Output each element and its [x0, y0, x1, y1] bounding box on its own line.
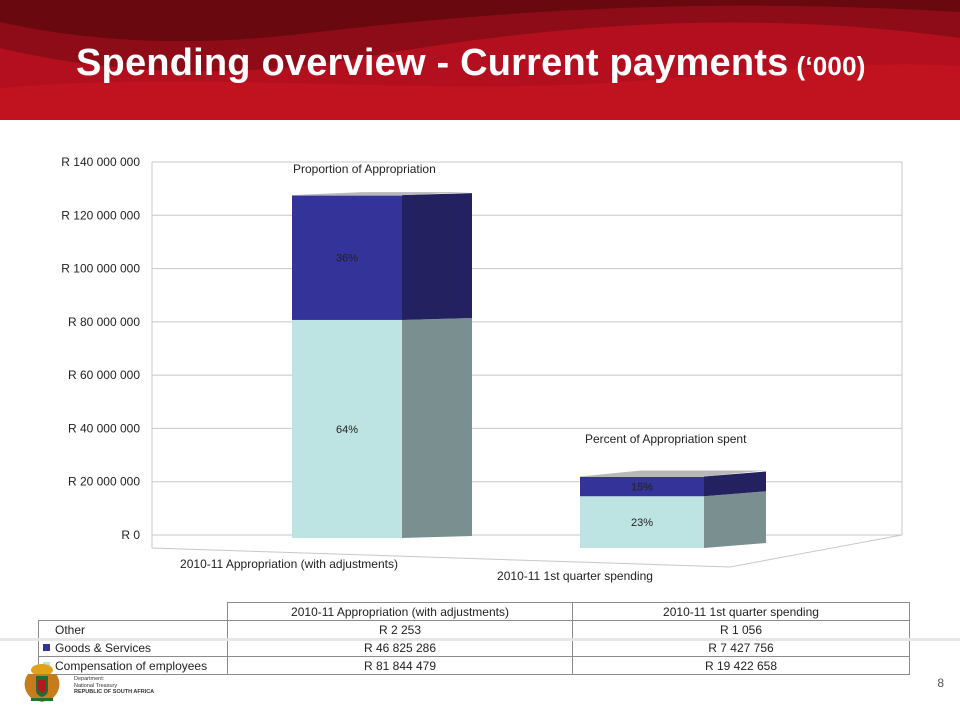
bar-segment: [580, 496, 704, 548]
department-country: REPUBLIC OF SOUTH AFRICA: [74, 689, 155, 695]
bar-top-face: [292, 192, 472, 196]
table-cell: R 7 427 756: [572, 638, 910, 657]
bar-segment: [292, 195, 402, 196]
bar-segment-side: [704, 471, 766, 497]
legend-swatch: [43, 643, 50, 651]
y-tick-label: R 0: [121, 528, 140, 542]
bar-top-face: [580, 470, 766, 477]
table-row: Other R 2 253 R 1 056: [38, 620, 910, 639]
page-number: 8: [937, 676, 944, 690]
legend-entry-compensation: Compensation of employees: [38, 656, 228, 675]
bar-segment: [580, 476, 704, 497]
footer-divider: [0, 638, 960, 641]
y-tick-label: R 100 000 000: [61, 262, 140, 276]
table-header-row: 2010-11 Appropriation (with adjustments)…: [39, 602, 910, 621]
bar-segment-side: [402, 193, 472, 320]
legend-swatch: [43, 626, 50, 633]
coat-of-arms-logo: [24, 664, 60, 702]
data-label: 36%: [336, 253, 358, 265]
chart-annotation: Percent of Appropriation spent: [585, 432, 747, 446]
header-background: [0, 0, 960, 120]
y-tick-label: R 40 000 000: [68, 421, 140, 435]
department-line: Department:: [74, 676, 105, 682]
page-title-unit: (‘000): [796, 51, 866, 81]
stacked-bar-chart: R 0 R 20 000 000 R 40 000 000 R 60 000 000 R…: [61, 155, 903, 583]
bar-segment-side: [704, 471, 766, 477]
legend-entry-goods-services: Goods & Services: [38, 638, 228, 657]
table-cell: R 46 825 286: [227, 638, 573, 657]
table-row: Goods & Services R 46 825 286 R 7 427 75…: [38, 638, 910, 657]
table-row: Compensation of employees R 81 844 479 R…: [38, 656, 910, 675]
table-header-cell: 2010-11 Appropriation (with adjustments): [227, 602, 573, 621]
data-label: 23%: [631, 517, 653, 529]
page-title: Spending overview - Current payments (‘00…: [76, 42, 866, 85]
data-table-container: 2010-11 Appropriation (with adjustments)…: [38, 602, 910, 675]
table-corner: [39, 603, 228, 621]
bar-segment-side: [402, 193, 472, 196]
y-tick-label: R 60 000 000: [68, 368, 140, 382]
data-label: 64%: [336, 424, 358, 436]
bar-segment: [292, 319, 402, 538]
chart-annotation: Proportion of Appropriation: [293, 162, 436, 176]
legend-label: Compensation of employees: [55, 658, 208, 673]
bar-segment-side: [402, 317, 472, 538]
table-cell: R 1 056: [572, 620, 910, 639]
data-label: 15%: [631, 481, 653, 493]
table-cell: R 81 844 479: [227, 656, 573, 675]
legend-label: Goods & Services: [55, 640, 152, 655]
slide-header: Spending overview - Current payments (‘00…: [0, 0, 960, 120]
y-tick-label: R 120 000 000: [61, 208, 140, 222]
bar-segment-side: [704, 491, 766, 548]
bar-segment: [292, 195, 402, 320]
table-cell: R 19 422 658: [572, 656, 910, 675]
department-name: National Treasury: [74, 682, 118, 689]
legend-entry-other: Other: [38, 620, 228, 639]
x-tick-label: 2010-11 1st quarter spending: [497, 569, 653, 583]
data-table: 2010-11 Appropriation (with adjustments)…: [38, 602, 910, 675]
y-tick-label: R 140 000 000: [61, 155, 140, 169]
x-tick-label: 2010-11 Appropriation (with adjustments): [180, 557, 398, 571]
bar-segment: [580, 476, 704, 477]
y-tick-label: R 80 000 000: [68, 315, 140, 329]
department-label: Department: National Treasury REPUBLIC O…: [74, 676, 154, 696]
page-title-text: Spending overview - Current payments: [76, 42, 789, 84]
table-cell: R 2 253: [227, 620, 573, 639]
legend-label: Other: [55, 622, 86, 637]
y-tick-label: R 20 000 000: [68, 475, 140, 489]
table-header-cell: 2010-11 1st quarter spending: [572, 602, 910, 621]
